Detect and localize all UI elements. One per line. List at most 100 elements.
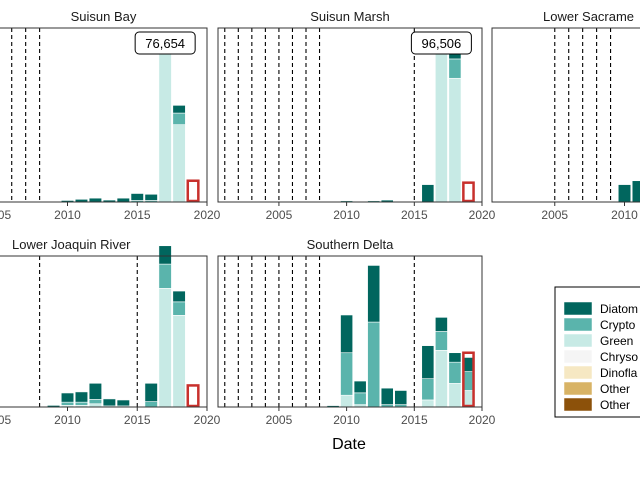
legend-swatch (563, 349, 593, 364)
panel-title: Suisun Bay (71, 9, 137, 24)
x-tick-label: 2010 (54, 413, 81, 427)
callout-text: 96,506 (422, 36, 462, 51)
legend-item: Other (563, 397, 630, 412)
highlight-outline (462, 181, 475, 203)
legend-swatch (563, 365, 593, 380)
legend-item: Dinofla (563, 365, 638, 380)
panel-border (491, 27, 640, 203)
x-tick-label: 2005 (0, 413, 11, 427)
panel-title: Lower Joaquin River (12, 237, 131, 252)
bar-segment-crypto (60, 401, 75, 406)
legend-swatch (563, 317, 593, 332)
legend-label: Diatom (600, 302, 638, 316)
bar-segment-diatoms (172, 290, 186, 303)
bar-segment-diatoms (380, 387, 394, 405)
callout-label: 76,654 (134, 31, 196, 55)
bar-segment-diatoms (353, 380, 367, 394)
bar-segment-green (340, 394, 354, 408)
bar-segment-diatoms (367, 265, 381, 323)
legend-item: Crypto (563, 317, 636, 332)
bar-segment-diatoms (116, 399, 130, 407)
callout-text: 76,654 (145, 36, 185, 51)
bar-segment-green (158, 39, 172, 203)
panel-border (217, 255, 483, 408)
bar-segment-diatoms (421, 184, 435, 203)
legend-item: Chryso (563, 349, 638, 364)
facet-panel-2: Lower Sacrame 2005 2010 (491, 9, 640, 222)
bar-segment-diatoms (144, 193, 158, 201)
bar-segment-crypto (144, 401, 158, 408)
bar-segment-diatoms (74, 391, 89, 403)
bar-segment-diatoms (631, 180, 640, 203)
highlight-outline (462, 351, 475, 408)
bar-segment-green (172, 315, 186, 408)
bar-segment-diatoms (421, 345, 435, 379)
x-tick-label: 2020 (469, 208, 496, 222)
bar-segment-diatoms (88, 382, 102, 400)
bar-segment-diatoms (102, 398, 116, 407)
x-tick-label: 2010 (333, 413, 360, 427)
bar-segment-diatoms (617, 184, 632, 203)
panel-border (0, 27, 208, 203)
x-tick-label: 2020 (194, 208, 221, 222)
bar-segment-diatoms (434, 317, 448, 332)
x-tick-label: 2005 (541, 208, 568, 222)
bar-segment-crypto (367, 321, 381, 408)
bar-segment-crypto (172, 301, 186, 316)
bar-segment-diatoms (88, 197, 102, 203)
bar-segment-green (421, 399, 435, 408)
bar-segment-crypto (434, 331, 448, 351)
panel-border (217, 27, 483, 203)
legend-label: Green (600, 334, 633, 348)
legend: Diatom Crypto Green Chryso Dinofla Other Other (554, 286, 640, 418)
bar-segment-green (434, 350, 448, 408)
x-tick-label: 2005 (266, 413, 293, 427)
panel-border (0, 255, 208, 408)
bar-segment-crypto (88, 399, 102, 405)
bar-segment-diatoms (340, 314, 354, 354)
x-tick-label: 2015 (401, 208, 428, 222)
bar-segment-crypto (421, 378, 435, 401)
callout-box (134, 31, 196, 55)
legend-label: Dinofla (600, 366, 638, 380)
facet-panel-3: Lower Joaquin River 2005 2010 2015 2020 (0, 237, 221, 427)
bar-segment-green (448, 383, 462, 408)
bar-segment-diatoms (144, 382, 158, 402)
bar-segment-green (448, 77, 462, 203)
bar-segment-green (172, 124, 186, 203)
bar-segment-crypto (448, 58, 462, 79)
bar-segment-diatoms (172, 105, 186, 114)
highlight-outline (186, 384, 200, 408)
bar-segment-crypto (448, 361, 462, 384)
bar-segment-crypto (353, 392, 367, 405)
x-tick-label: 2010 (54, 208, 81, 222)
bar-segment-diatoms (394, 390, 408, 405)
facet-panel-1: Suisun Marsh 96,506 2005 2010 2015 2020 (217, 9, 496, 222)
bar-segment-green (158, 288, 172, 408)
bar-segment-green (434, 39, 448, 203)
legend-label: Chryso (600, 350, 638, 364)
bar-segment-diatoms (158, 245, 172, 265)
x-tick-label: 2020 (469, 413, 496, 427)
legend-item: Other (563, 381, 630, 396)
bar-segment-diatoms (60, 392, 75, 403)
facet-panel-4: Southern Delta 2005 2010 2015 2020 (217, 237, 496, 427)
x-tick-label: 2020 (194, 413, 221, 427)
highlight-outline (186, 179, 200, 203)
legend-swatch (563, 301, 593, 316)
bar-segment-crypto (158, 263, 172, 289)
bar-segment-crypto (172, 112, 186, 125)
panel-title: Lower Sacrame (543, 9, 634, 24)
bar-segment-diatoms (448, 352, 462, 363)
legend-swatch (563, 333, 593, 348)
x-tick-label: 2015 (401, 413, 428, 427)
legend-swatch (563, 397, 593, 412)
bar-segment-crypto (340, 352, 354, 396)
facet-panel-0: Suisun Bay 76,654 2005 2010 2015 2020 (0, 9, 221, 222)
legend-item: Diatom (563, 301, 638, 316)
legend-label: Other (600, 382, 630, 396)
callout-box (410, 31, 472, 55)
x-tick-label: 2005 (0, 208, 11, 222)
x-tick-label: 2005 (266, 208, 293, 222)
